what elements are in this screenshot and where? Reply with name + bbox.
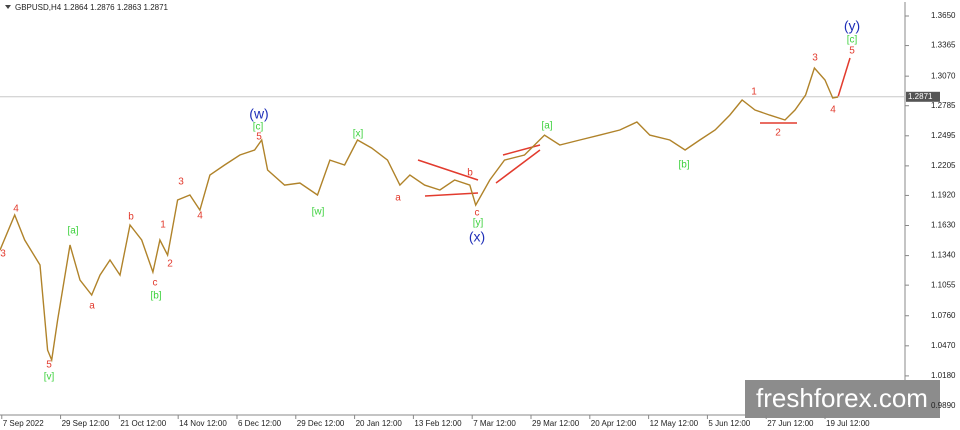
wave-label: c: [153, 278, 158, 289]
y-tick-label: 1.0470: [931, 341, 956, 350]
wave-label: 1: [160, 220, 166, 231]
wave-label: [a]: [67, 226, 78, 237]
watermark: freshforex.com: [756, 383, 928, 413]
wave-label: (x): [469, 229, 485, 245]
x-tick-label: 21 Oct 12:00: [120, 419, 166, 428]
wave-label: 2: [775, 128, 781, 139]
wave-label: c: [475, 208, 480, 219]
x-tick-label: 20 Jan 12:00: [356, 419, 403, 428]
wave-label: 2: [167, 259, 173, 270]
y-tick-label: 0.9890: [931, 401, 956, 410]
y-tick-label: 1.1340: [931, 251, 956, 260]
wave-label: (y): [844, 18, 860, 34]
wave-label: 4: [13, 204, 19, 215]
wave-label: 5: [849, 46, 855, 57]
x-tick-label: 19 Jul 12:00: [826, 419, 870, 428]
x-tick-label: 7 Sep 2022: [3, 419, 44, 428]
y-tick-label: 1.2785: [931, 101, 956, 110]
wave-label: (w): [249, 106, 268, 122]
wave-label: 3: [0, 249, 6, 260]
wave-label: 1: [751, 87, 757, 98]
x-tick-label: 29 Dec 12:00: [297, 419, 345, 428]
wave-label: 4: [830, 105, 836, 116]
wave-label: [b]: [150, 291, 161, 302]
wave-label: [a]: [541, 121, 552, 132]
x-tick-label: 20 Apr 12:00: [591, 419, 637, 428]
symbol-arrow: [5, 5, 11, 9]
y-tick-label: 1.3365: [931, 41, 956, 50]
x-tick-label: 6 Dec 12:00: [238, 419, 282, 428]
y-tick-label: 1.1055: [931, 280, 956, 289]
x-tick-label: 14 Nov 12:00: [179, 419, 227, 428]
wave-label: [c]: [847, 35, 858, 46]
y-tick-label: 1.0180: [931, 371, 956, 380]
y-tick-label: 1.0760: [931, 311, 956, 320]
wave-label: [c]: [253, 122, 264, 133]
last-price-label: 1.2871: [908, 92, 933, 101]
wave-label: [w]: [312, 207, 325, 218]
wave-label: 5: [256, 132, 262, 143]
wave-label: [v]: [44, 372, 55, 383]
wave-label: a: [89, 301, 95, 312]
wave-label: 5: [46, 360, 52, 371]
y-tick-label: 1.2495: [931, 131, 956, 140]
y-tick-label: 1.2205: [931, 161, 956, 170]
y-tick-label: 1.3070: [931, 71, 956, 80]
wave-label: [y]: [473, 218, 484, 229]
last-price-box: [906, 91, 940, 102]
wave-label: 4: [197, 211, 203, 222]
chart-title: GBPUSD,H4 1.2864 1.2876 1.2863 1.2871: [15, 3, 169, 12]
pattern-lines: [417, 57, 851, 197]
x-tick-label: 29 Mar 12:00: [532, 419, 580, 428]
x-tick-label: 27 Jun 12:00: [767, 419, 814, 428]
wave-label: b: [467, 168, 473, 179]
wave-label: b: [128, 212, 134, 223]
x-tick-label: 5 Jun 12:00: [708, 419, 750, 428]
wave-label: [x]: [353, 129, 364, 140]
wave-label: a: [395, 193, 401, 204]
wave-label: 3: [178, 177, 184, 188]
y-tick-label: 1.1630: [931, 221, 956, 230]
wave-label: 3: [812, 53, 818, 64]
y-tick-label: 1.1920: [931, 191, 956, 200]
x-tick-label: 7 Mar 12:00: [473, 419, 516, 428]
y-tick-label: 1.3650: [931, 11, 956, 20]
watermark-box: [745, 380, 940, 418]
price-line: [0, 66, 839, 363]
x-tick-label: 12 May 12:00: [650, 419, 699, 428]
wave-label: [b]: [678, 160, 689, 171]
x-tick-label: 29 Sep 12:00: [62, 419, 110, 428]
x-tick-label: 13 Feb 12:00: [414, 419, 462, 428]
